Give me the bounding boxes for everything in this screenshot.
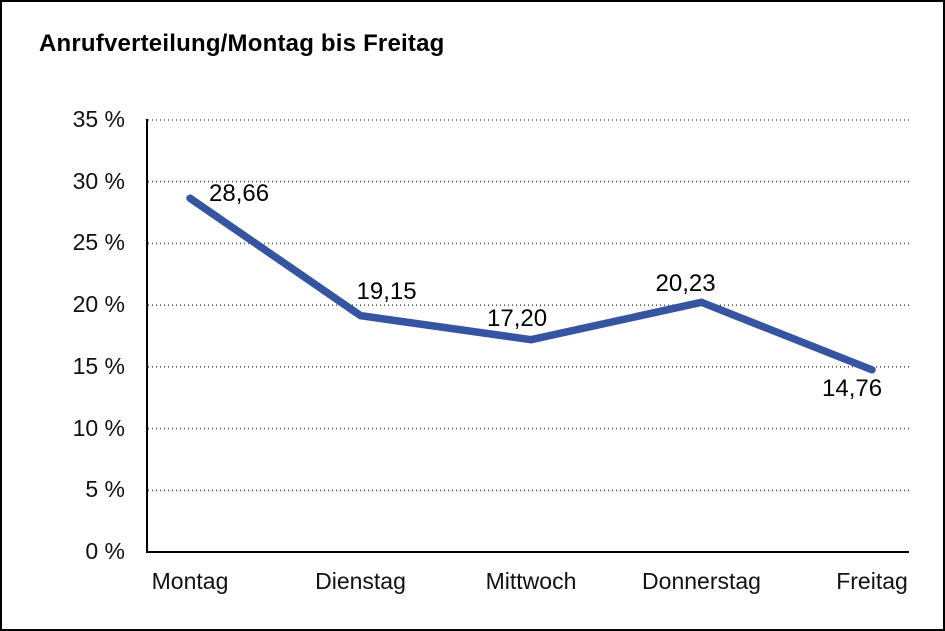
y-axis-tick-label: 30 % [72, 167, 125, 194]
data-point-label: 19,15 [356, 277, 417, 305]
y-axis-tick-label: 5 % [85, 476, 125, 503]
x-axis-label: Montag [151, 568, 229, 594]
series-line [186, 194, 876, 374]
data-point-label: 28,66 [209, 180, 270, 208]
y-axis-tick-label: 25 % [72, 229, 125, 256]
data-point-label: 14,76 [822, 374, 883, 402]
y-axis-tick-label: 15 % [72, 352, 125, 379]
data-point-label: 20,23 [655, 270, 716, 298]
y-axis-tick-label: 0 % [85, 538, 125, 564]
y-axis-tick-label: 20 % [72, 291, 125, 318]
x-axis-label: Dienstag [315, 568, 406, 594]
x-axis-label: Freitag [836, 568, 908, 594]
x-axis-label: Donnerstag [642, 568, 761, 594]
y-axis-tick-label: 35 % [72, 106, 125, 132]
data-point-label: 17,20 [487, 304, 548, 332]
x-axis-label: Mittwoch [485, 568, 577, 594]
y-axis-tick-label: 10 % [72, 414, 125, 441]
chart-title: Anrufverteilung/Montag bis Freitag [39, 30, 445, 57]
